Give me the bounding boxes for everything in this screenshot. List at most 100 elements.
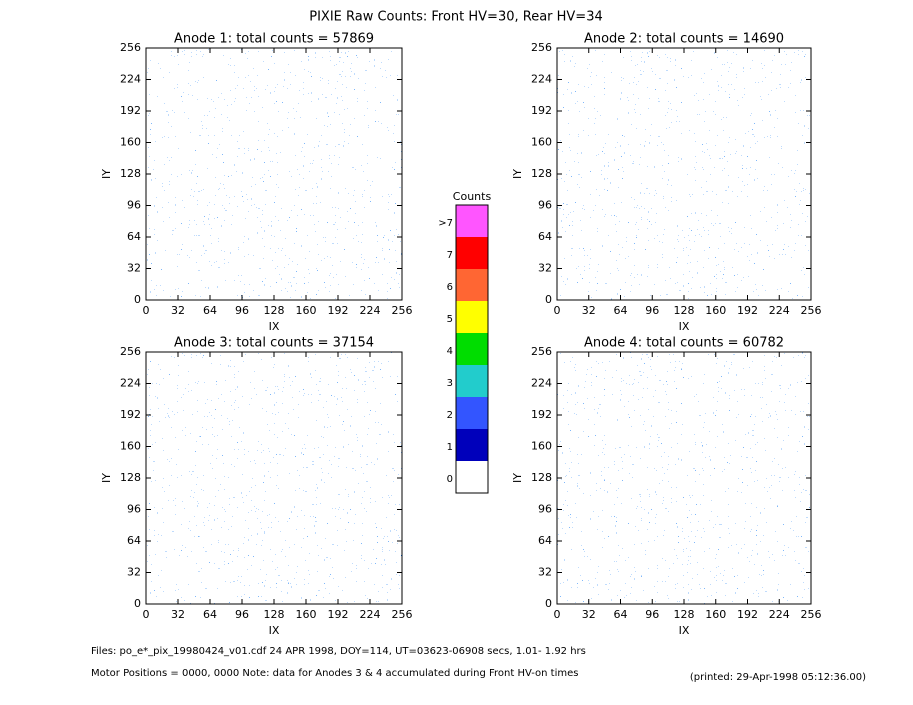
y-tick-label: 192: [531, 408, 552, 421]
colorbar-label: 5: [447, 314, 453, 325]
panel-title: Anode 1: total counts = 57869: [174, 32, 374, 47]
x-tick-label: 160: [296, 304, 317, 317]
x-tick-label: 128: [674, 304, 695, 317]
y-tick-label: 0: [134, 293, 141, 306]
x-tick-label: 224: [769, 304, 790, 317]
y-tick-label: 64: [538, 534, 552, 547]
y-tick-label: 160: [120, 440, 141, 453]
colorbar-swatch: [456, 301, 488, 333]
x-tick-label: 32: [582, 608, 596, 621]
count-texture: [146, 352, 402, 604]
y-tick-label: 32: [538, 262, 552, 275]
x-tick-label: 192: [737, 608, 758, 621]
colorbar-swatch: [456, 461, 488, 493]
x-tick-label: 0: [554, 608, 561, 621]
y-tick-label: 192: [120, 408, 141, 421]
colorbar-label: 3: [447, 378, 453, 389]
x-tick-label: 256: [392, 608, 413, 621]
y-tick-label: 256: [120, 41, 141, 54]
y-tick-label: 96: [538, 503, 552, 516]
x-tick-label: 32: [171, 608, 185, 621]
y-tick-label: 0: [134, 597, 141, 610]
y-tick-label: 224: [120, 73, 141, 86]
x-tick-label: 0: [554, 304, 561, 317]
y-tick-label: 160: [531, 136, 552, 149]
y-tick-label: 256: [120, 345, 141, 358]
x-tick-label: 0: [143, 608, 150, 621]
colorbar-label: 0: [447, 474, 453, 485]
y-tick-label: 96: [538, 199, 552, 212]
colorbar-swatch: [456, 333, 488, 365]
footer-files: Files: po_e*_pix_19980424_v01.cdf 24 APR…: [91, 646, 586, 657]
y-tick-label: 0: [545, 293, 552, 306]
x-tick-label: 224: [360, 608, 381, 621]
x-tick-label: 64: [203, 304, 217, 317]
x-tick-label: 224: [360, 304, 381, 317]
footer-motor: Motor Positions = 0000, 0000 Note: data …: [91, 668, 578, 679]
count-texture: [146, 48, 402, 300]
y-axis-label: IY: [100, 473, 113, 483]
x-tick-label: 160: [705, 304, 726, 317]
colorbar-swatch: [456, 365, 488, 397]
x-axis-label: IX: [269, 624, 280, 637]
y-tick-label: 160: [120, 136, 141, 149]
x-axis-label: IX: [679, 624, 690, 637]
colorbar-frame: [455, 204, 489, 494]
x-tick-label: 192: [328, 304, 349, 317]
x-tick-label: 192: [328, 608, 349, 621]
colorbar-label: 7: [447, 250, 453, 261]
footer-printed: (printed: 29-Apr-1998 05:12:36.00): [690, 672, 866, 683]
x-axis-label: IX: [679, 320, 690, 333]
x-tick-label: 64: [614, 608, 628, 621]
y-tick-label: 128: [531, 471, 552, 484]
colorbar-title: Counts: [453, 190, 492, 203]
x-tick-label: 256: [801, 608, 822, 621]
y-tick-label: 32: [127, 566, 141, 579]
y-axis-label: IY: [511, 169, 524, 179]
x-tick-label: 64: [614, 304, 628, 317]
colorbar-label: 2: [447, 410, 453, 421]
colorbar-swatch: [456, 397, 488, 429]
x-axis-label: IX: [269, 320, 280, 333]
x-tick-label: 160: [296, 608, 317, 621]
y-tick-label: 224: [531, 377, 552, 390]
x-tick-label: 64: [203, 608, 217, 621]
y-tick-label: 128: [531, 167, 552, 180]
x-tick-label: 192: [737, 304, 758, 317]
y-tick-label: 128: [120, 471, 141, 484]
y-tick-label: 32: [538, 566, 552, 579]
y-tick-label: 224: [531, 73, 552, 86]
colorbar-swatch: [456, 237, 488, 269]
y-tick-label: 0: [545, 597, 552, 610]
y-tick-label: 224: [120, 377, 141, 390]
y-axis-label: IY: [100, 169, 113, 179]
x-tick-label: 128: [264, 608, 285, 621]
x-tick-label: 128: [674, 608, 695, 621]
y-tick-label: 64: [127, 230, 141, 243]
x-tick-label: 96: [235, 304, 249, 317]
y-tick-label: 256: [531, 41, 552, 54]
x-tick-label: 32: [582, 304, 596, 317]
y-tick-label: 128: [120, 167, 141, 180]
y-tick-label: 64: [127, 534, 141, 547]
y-tick-label: 256: [531, 345, 552, 358]
x-tick-label: 128: [264, 304, 285, 317]
panel-title: Anode 3: total counts = 37154: [174, 336, 374, 351]
colorbar-label: >7: [438, 218, 453, 229]
x-tick-label: 96: [645, 304, 659, 317]
x-tick-label: 256: [801, 304, 822, 317]
y-tick-label: 192: [531, 104, 552, 117]
y-tick-label: 192: [120, 104, 141, 117]
count-texture: [557, 48, 811, 300]
x-tick-label: 256: [392, 304, 413, 317]
colorbar-label: 6: [447, 282, 453, 293]
y-tick-label: 96: [127, 503, 141, 516]
colorbar-swatch: [456, 429, 488, 461]
panel-title: Anode 4: total counts = 60782: [584, 336, 784, 351]
x-tick-label: 160: [705, 608, 726, 621]
x-tick-label: 96: [235, 608, 249, 621]
panel-title: Anode 2: total counts = 14690: [584, 32, 784, 47]
y-tick-label: 32: [127, 262, 141, 275]
page-title: PIXIE Raw Counts: Front HV=30, Rear HV=3…: [309, 10, 603, 25]
